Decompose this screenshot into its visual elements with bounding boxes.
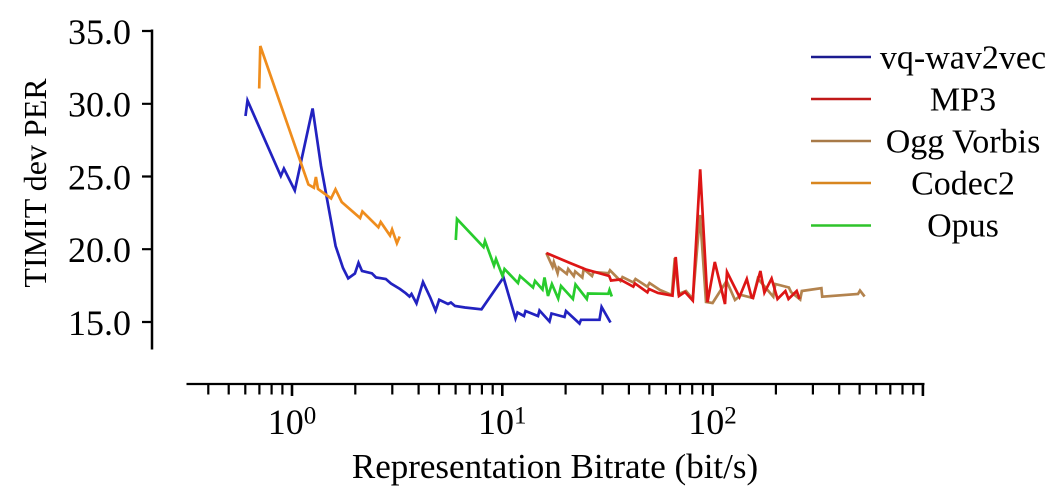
svg-text:TIMIT dev PER: TIMIT dev PER	[17, 78, 53, 288]
svg-text:Opus: Opus	[927, 208, 999, 245]
svg-text:vq-wav2vec: vq-wav2vec	[880, 40, 1046, 77]
svg-text:20.0: 20.0	[68, 230, 131, 270]
svg-text:102: 102	[688, 402, 737, 442]
svg-text:25.0: 25.0	[68, 157, 131, 197]
svg-text:30.0: 30.0	[68, 85, 131, 125]
svg-text:Ogg Vorbis: Ogg Vorbis	[886, 124, 1041, 161]
svg-text:MP3: MP3	[930, 82, 996, 119]
svg-text:35.0: 35.0	[68, 12, 131, 52]
svg-text:Codec2: Codec2	[911, 166, 1015, 203]
svg-text:Representation Bitrate (bit/s): Representation Bitrate (bit/s)	[352, 447, 758, 486]
svg-text:15.0: 15.0	[68, 303, 131, 343]
